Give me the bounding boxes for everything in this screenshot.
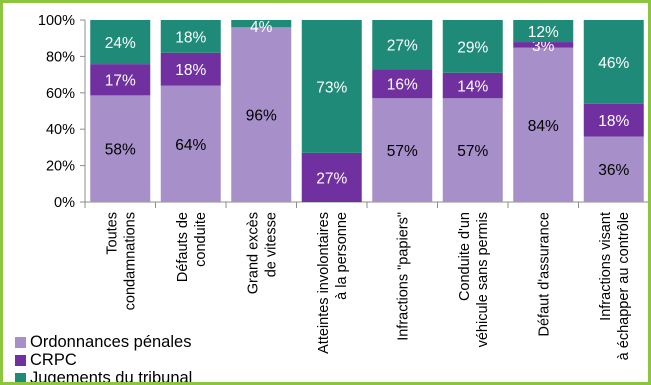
- bar-segment: [583, 136, 644, 202]
- legend-item: Jugements du tribunal: [15, 369, 193, 385]
- bar-segment: [583, 103, 644, 137]
- bar-segment: [372, 20, 433, 70]
- y-tick-label: 40%: [46, 122, 75, 138]
- data-label: 18%: [598, 113, 629, 130]
- legend-swatch: [15, 354, 26, 366]
- bar-segment: [513, 42, 574, 48]
- data-label: 12%: [528, 24, 559, 41]
- y-tick-label: 60%: [46, 86, 75, 102]
- bar-segment: [372, 69, 433, 99]
- bar-segment: [160, 85, 221, 202]
- x-tick-label: à la personne: [334, 212, 350, 300]
- y-tick-label: 0%: [54, 195, 75, 211]
- data-label: 14%: [457, 79, 488, 96]
- bar-segment: [90, 64, 151, 96]
- legend-item: CRPC: [15, 351, 192, 369]
- data-label: 29%: [457, 39, 488, 56]
- x-tick-label: véhicule sans permis: [475, 212, 491, 347]
- bar-segment: [90, 20, 151, 65]
- bar-segment: [301, 20, 362, 153]
- bar-segment: [442, 98, 503, 202]
- bar-segment: [231, 27, 292, 203]
- data-label: 84%: [528, 118, 559, 135]
- x-tick-label: de vitesse: [263, 212, 279, 277]
- x-tick-label: condamnations: [122, 212, 138, 310]
- x-tick-label: à échapper au contrôle: [616, 212, 632, 360]
- x-tick-label: conduite: [193, 212, 209, 267]
- bar-segment: [583, 20, 644, 104]
- data-label: 36%: [598, 162, 629, 179]
- stacked-bar-chart: 0% 20% 40% 60% 80% 100% 58% 17% 24% 64% 18% 18% 96% 4…: [38, 13, 648, 360]
- bar-segment: [160, 52, 221, 86]
- legend-item: Ordonnances pénales: [15, 333, 192, 351]
- legend-label: CRPC: [30, 351, 77, 369]
- y-tick-label: 100%: [38, 13, 75, 29]
- data-label: 18%: [175, 29, 206, 46]
- bar-segment: [90, 95, 151, 202]
- x-tick-label: Défauts de: [175, 212, 191, 282]
- data-label: 18%: [175, 62, 206, 79]
- x-tick-label: Conduite d'un: [457, 212, 473, 301]
- bar-segment: [513, 20, 574, 43]
- x-tick-label: Infractions visant: [598, 212, 614, 321]
- x-tick-label: Atteintes involontaires: [316, 212, 332, 354]
- data-label: 27%: [316, 170, 347, 187]
- data-label: 58%: [105, 142, 136, 159]
- data-label: 16%: [387, 77, 418, 94]
- data-label: 4%: [250, 19, 273, 36]
- chart-legend: Ordonnances pénales CRPC Jugements du trib…: [15, 333, 193, 385]
- bar-segment: [372, 98, 433, 202]
- x-tick-label: Défaut d'assurance: [536, 212, 552, 336]
- x-tick-label: Infractions "papiers": [395, 212, 411, 341]
- data-label: 3%: [532, 38, 555, 55]
- data-label: 57%: [457, 143, 488, 160]
- data-label: 57%: [387, 143, 418, 160]
- x-tick-label: Toutes: [104, 212, 120, 255]
- bar-segment: [160, 20, 221, 53]
- y-tick-label: 20%: [46, 159, 75, 175]
- data-label: 64%: [175, 137, 206, 154]
- bar-segment: [442, 72, 503, 99]
- bar-segment: [231, 20, 292, 28]
- bar-segment: [442, 20, 503, 73]
- legend-label: Jugements du tribunal: [30, 369, 193, 385]
- legend-swatch: [15, 336, 26, 348]
- data-label: 96%: [246, 108, 277, 125]
- legend-swatch: [15, 372, 26, 382]
- data-label: 46%: [598, 55, 629, 72]
- data-label: 73%: [316, 79, 347, 96]
- data-label: 27%: [387, 38, 418, 55]
- data-label: 24%: [105, 35, 136, 52]
- data-label: 17%: [105, 73, 136, 90]
- bar-segment: [301, 152, 362, 202]
- x-tick-label: Grand excès: [245, 212, 261, 294]
- y-tick-label: 80%: [46, 49, 75, 65]
- legend-label: Ordonnances pénales: [30, 333, 192, 351]
- bar-segment: [513, 47, 574, 202]
